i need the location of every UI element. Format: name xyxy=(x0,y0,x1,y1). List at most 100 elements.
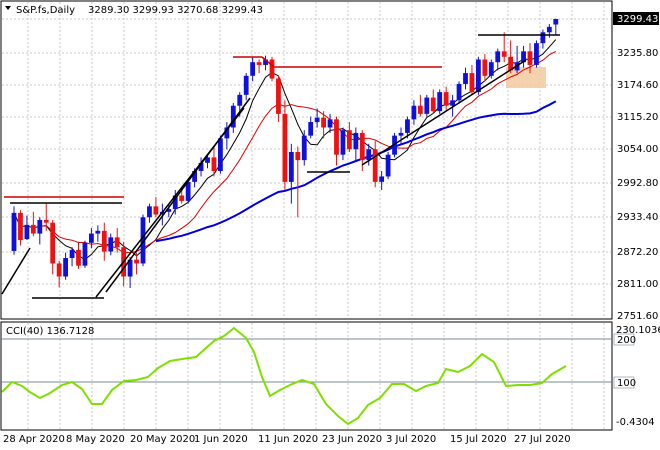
cci-level-100-label: 100 xyxy=(617,378,636,389)
candle-body xyxy=(24,224,30,239)
collapse-triangle-icon[interactable] xyxy=(5,6,11,10)
candle-body xyxy=(127,259,133,277)
candle-body xyxy=(379,176,385,182)
candle-body xyxy=(276,78,281,114)
candle-body xyxy=(540,32,546,44)
candle-body xyxy=(76,249,81,266)
price-tick: 2811.00 xyxy=(617,279,658,290)
ohlc-values: 3289.30 3299.93 3270.68 3299.43 xyxy=(88,5,263,16)
price-tick: 3235.80 xyxy=(617,48,658,59)
candle-body xyxy=(147,206,152,218)
date-tick: 1 Jun 2020 xyxy=(194,434,248,445)
candle-body xyxy=(237,94,243,106)
price-tick: 2933.40 xyxy=(617,212,658,223)
candle-body xyxy=(114,237,120,248)
candle-body xyxy=(437,92,443,112)
date-tick: 3 Jul 2020 xyxy=(386,434,436,445)
candle-body xyxy=(179,195,185,201)
candle-body xyxy=(82,242,88,266)
ma-slow-blue-line xyxy=(155,100,557,243)
candle-body xyxy=(347,130,352,150)
cci-panel-frame[interactable] xyxy=(0,321,613,431)
candle-body xyxy=(224,127,230,139)
price-tick: 2872.20 xyxy=(617,247,658,258)
cci-line xyxy=(1,326,567,426)
candle-body xyxy=(469,73,475,93)
candle-body xyxy=(18,212,23,241)
candle-body xyxy=(405,119,410,133)
candle-body xyxy=(534,43,539,65)
candle-body xyxy=(30,224,36,234)
candle-body xyxy=(134,259,139,264)
candle-body xyxy=(314,117,320,123)
date-axis: 28 Apr 2020 8 May 2020 20 May 2020 1 Jun… xyxy=(3,434,571,445)
candle-body xyxy=(359,132,365,161)
candle-body xyxy=(366,149,372,161)
grid-lines xyxy=(2,2,611,429)
candle-body xyxy=(263,59,268,65)
candle-body xyxy=(495,51,501,63)
candle-body xyxy=(334,119,339,155)
trend-drawings xyxy=(1,34,560,299)
price-tick: 2992.80 xyxy=(617,178,658,189)
cci-level-100-box xyxy=(613,376,635,389)
candle-body xyxy=(353,132,359,150)
candle-body xyxy=(11,212,17,251)
candle-body xyxy=(443,92,449,106)
candle-body xyxy=(411,105,417,120)
trendline xyxy=(361,59,527,166)
candle-body xyxy=(205,157,210,163)
candle-body xyxy=(463,73,468,84)
candle-body xyxy=(95,230,101,234)
symbol-label: S&P.fs,Daily xyxy=(16,5,75,16)
candle-body xyxy=(37,219,43,234)
cci-axis-bottom: -0.4304 xyxy=(616,417,655,428)
date-tick: 15 Jul 2020 xyxy=(450,434,507,445)
date-tick: 28 Apr 2020 xyxy=(3,434,65,445)
candle-body xyxy=(89,233,94,243)
candle-body xyxy=(295,151,301,161)
candle-body xyxy=(546,26,552,33)
price-tick: 2751.60 xyxy=(617,311,658,322)
candle-body xyxy=(424,97,430,114)
candle-body xyxy=(521,51,526,63)
candle-body xyxy=(230,105,236,128)
candle-body xyxy=(450,100,455,106)
candle-body xyxy=(172,195,178,210)
candle-body xyxy=(140,217,146,264)
price-tick: 3115.20 xyxy=(617,112,658,123)
candle-body xyxy=(63,258,68,277)
candle-body xyxy=(185,181,191,201)
consolidation-highlight xyxy=(506,67,546,88)
candle-body xyxy=(218,138,223,171)
candle-body xyxy=(392,135,397,155)
candle-body xyxy=(321,117,326,128)
candle-body xyxy=(250,62,256,76)
candle-body xyxy=(282,113,288,182)
candle-body xyxy=(56,263,62,277)
candle-body xyxy=(482,59,488,76)
cci-indicator-line xyxy=(1,326,567,426)
candle-body xyxy=(50,222,56,264)
candle-body xyxy=(301,135,307,161)
current-price-label: 3299.43 xyxy=(617,14,658,25)
candle-body xyxy=(153,206,159,215)
candle-body xyxy=(372,149,378,182)
trendline xyxy=(105,97,251,293)
candle-body xyxy=(327,119,333,128)
price-tick: 3174.60 xyxy=(617,80,658,91)
price-tick: 3054.00 xyxy=(617,144,658,155)
candle-body xyxy=(198,162,204,171)
candle-body xyxy=(417,105,423,114)
candle-body xyxy=(308,122,314,136)
date-tick: 27 Jul 2020 xyxy=(514,434,571,445)
candle-body xyxy=(430,97,436,112)
cci-level-200-box xyxy=(613,333,635,346)
resistance-line xyxy=(261,56,275,68)
date-tick: 11 Jun 2020 xyxy=(258,434,318,445)
candle-body xyxy=(43,219,49,223)
current-price-box xyxy=(613,12,659,25)
candle-body xyxy=(508,56,514,71)
candle-body xyxy=(108,237,114,252)
candle-body xyxy=(211,157,217,171)
